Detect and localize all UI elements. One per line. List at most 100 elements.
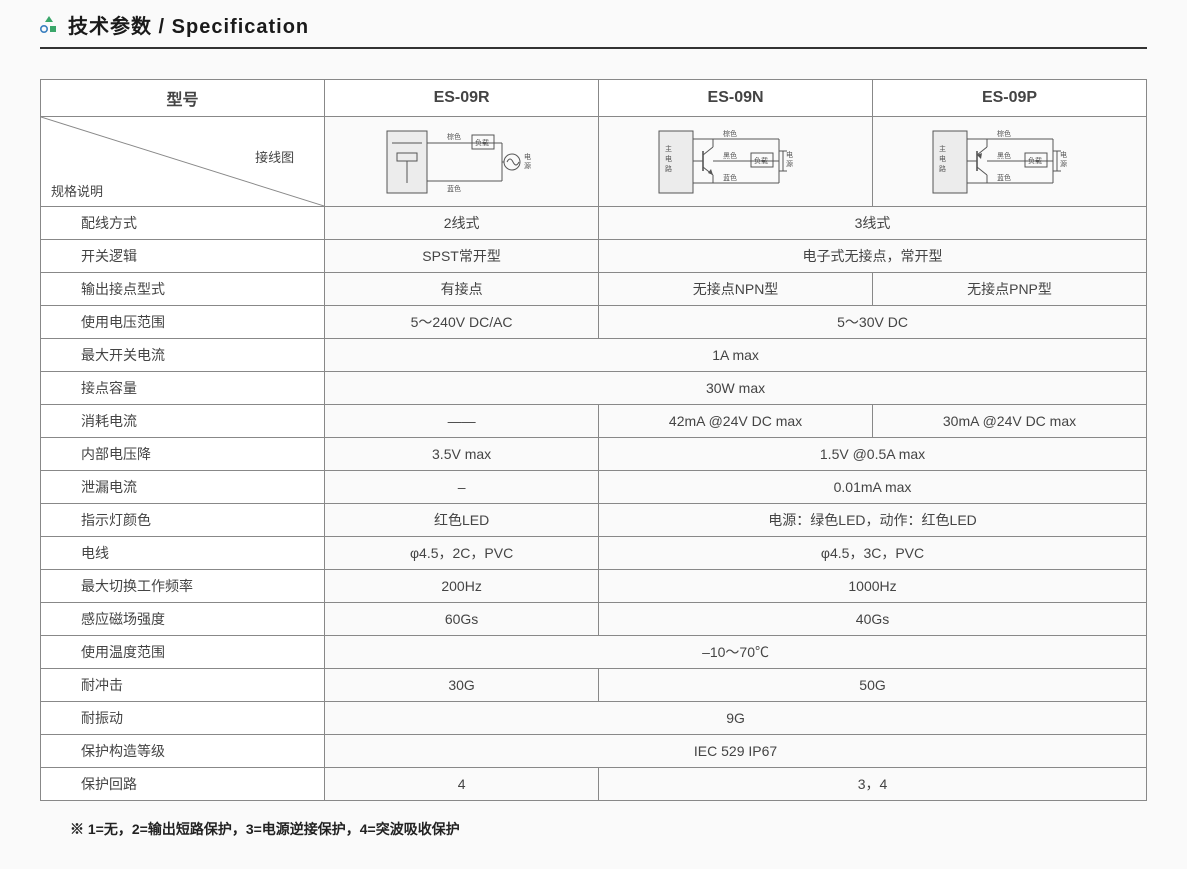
- svg-text:电: 电: [786, 150, 793, 159]
- row-value: 9G: [325, 702, 1147, 735]
- wiring-diagram-es09r: 棕色 蓝色 负载 电 源: [325, 117, 599, 207]
- row-label: 消耗电流: [41, 405, 325, 438]
- svg-text:蓝色: 蓝色: [723, 173, 737, 182]
- row-value: 1000Hz: [599, 570, 1147, 603]
- row-value: 电子式无接点，常开型: [599, 240, 1147, 273]
- row-value: 2线式: [325, 207, 599, 240]
- svg-text:黑色: 黑色: [723, 151, 737, 160]
- table-row: 最大切换工作频率200Hz1000Hz: [41, 570, 1147, 603]
- table-row: 耐冲击30G50G: [41, 669, 1147, 702]
- table-row: 使用温度范围–10～70℃: [41, 636, 1147, 669]
- svg-text:棕色: 棕色: [447, 132, 461, 141]
- table-row: 感应磁场强度60Gs40Gs: [41, 603, 1147, 636]
- model-col-2: ES-09P: [873, 80, 1147, 117]
- svg-text:电: 电: [524, 152, 531, 161]
- svg-text:负载: 负载: [754, 156, 768, 165]
- row-value: ——: [325, 405, 599, 438]
- svg-text:负载: 负载: [475, 138, 489, 147]
- diagram-row: 接线图 规格说明 棕色 蓝色 负载: [41, 117, 1147, 207]
- svg-text:电: 电: [939, 154, 946, 163]
- table-row: 配线方式2线式3线式: [41, 207, 1147, 240]
- row-label: 配线方式: [41, 207, 325, 240]
- row-value: 3.5V max: [325, 438, 599, 471]
- row-value: 30mA @24V DC max: [873, 405, 1147, 438]
- row-value: IEC 529 IP67: [325, 735, 1147, 768]
- row-value: –: [325, 471, 599, 504]
- table-row: 保护回路43，4: [41, 768, 1147, 801]
- row-value: 5～30V DC: [599, 306, 1147, 339]
- svg-text:电: 电: [1060, 150, 1067, 159]
- model-col-1: ES-09N: [599, 80, 873, 117]
- table-row: 泄漏电流–0.01mA max: [41, 471, 1147, 504]
- svg-text:源: 源: [1060, 159, 1067, 168]
- row-value: 3线式: [599, 207, 1147, 240]
- table-row: 耐振动9G: [41, 702, 1147, 735]
- heading-text: 技术参数 / Specification: [68, 10, 309, 39]
- row-value: –10～70℃: [325, 636, 1147, 669]
- row-value: φ4.5，2C，PVC: [325, 537, 599, 570]
- row-value: 1.5V @0.5A max: [599, 438, 1147, 471]
- svg-text:源: 源: [524, 161, 531, 170]
- model-header: 型号: [41, 80, 325, 117]
- row-value: 4: [325, 768, 599, 801]
- row-value: 30G: [325, 669, 599, 702]
- row-label: 使用温度范围: [41, 636, 325, 669]
- section-heading: 技术参数 / Specification: [40, 10, 1147, 49]
- row-value: 1A max: [325, 339, 1147, 372]
- table-row: 开关逻辑SPST常开型电子式无接点，常开型: [41, 240, 1147, 273]
- table-row: 指示灯颜色红色LED电源：绿色LED，动作：红色LED: [41, 504, 1147, 537]
- row-value: 42mA @24V DC max: [599, 405, 873, 438]
- row-label: 最大切换工作频率: [41, 570, 325, 603]
- row-label: 保护构造等级: [41, 735, 325, 768]
- header-row: 型号 ES-09R ES-09N ES-09P: [41, 80, 1147, 117]
- row-value: 无接点PNP型: [873, 273, 1147, 306]
- table-row: 保护构造等级IEC 529 IP67: [41, 735, 1147, 768]
- row-label: 接点容量: [41, 372, 325, 405]
- corner-bottom-label: 规格说明: [51, 181, 103, 200]
- row-value: 30W max: [325, 372, 1147, 405]
- svg-text:主: 主: [939, 144, 946, 153]
- table-row: 输出接点型式有接点无接点NPN型无接点PNP型: [41, 273, 1147, 306]
- row-label: 指示灯颜色: [41, 504, 325, 537]
- svg-text:棕色: 棕色: [997, 129, 1011, 138]
- row-label: 使用电压范围: [41, 306, 325, 339]
- row-value: 5～240V DC/AC: [325, 306, 599, 339]
- table-row: 消耗电流——42mA @24V DC max30mA @24V DC max: [41, 405, 1147, 438]
- row-label: 内部电压降: [41, 438, 325, 471]
- model-col-0: ES-09R: [325, 80, 599, 117]
- corner-top-label: 接线图: [255, 147, 294, 166]
- svg-text:蓝色: 蓝色: [997, 173, 1011, 182]
- row-label: 电线: [41, 537, 325, 570]
- row-value: 0.01mA max: [599, 471, 1147, 504]
- svg-text:主: 主: [665, 144, 672, 153]
- row-value: 电源：绿色LED，动作：红色LED: [599, 504, 1147, 537]
- svg-text:电: 电: [665, 154, 672, 163]
- row-value: φ4.5，3C，PVC: [599, 537, 1147, 570]
- table-row: 内部电压降3.5V max1.5V @0.5A max: [41, 438, 1147, 471]
- row-value: 40Gs: [599, 603, 1147, 636]
- wiring-diagram-es09n: 主 电 路 棕色 黑色 蓝色: [599, 117, 873, 207]
- row-label: 耐冲击: [41, 669, 325, 702]
- row-label: 感应磁场强度: [41, 603, 325, 636]
- wiring-diagram-es09p: 主 电 路 棕色 黑色 蓝色: [873, 117, 1147, 207]
- table-row: 电线φ4.5，2C，PVCφ4.5，3C，PVC: [41, 537, 1147, 570]
- row-value: 200Hz: [325, 570, 599, 603]
- row-value: SPST常开型: [325, 240, 599, 273]
- footnote: ※ 1=无，2=输出短路保护，3=电源逆接保护，4=突波吸收保护: [40, 819, 1147, 839]
- svg-text:负载: 负载: [1028, 156, 1042, 165]
- row-label: 开关逻辑: [41, 240, 325, 273]
- row-label: 耐振动: [41, 702, 325, 735]
- row-value: 3，4: [599, 768, 1147, 801]
- row-value: 无接点NPN型: [599, 273, 873, 306]
- svg-text:蓝色: 蓝色: [447, 184, 461, 193]
- svg-text:黑色: 黑色: [997, 151, 1011, 160]
- svg-text:路: 路: [939, 164, 946, 173]
- heading-icon: [40, 16, 58, 34]
- row-value: 50G: [599, 669, 1147, 702]
- table-row: 最大开关电流1A max: [41, 339, 1147, 372]
- row-label: 最大开关电流: [41, 339, 325, 372]
- corner-cell: 接线图 规格说明: [41, 117, 325, 207]
- table-row: 接点容量30W max: [41, 372, 1147, 405]
- row-label: 输出接点型式: [41, 273, 325, 306]
- table-row: 使用电压范围5～240V DC/AC5～30V DC: [41, 306, 1147, 339]
